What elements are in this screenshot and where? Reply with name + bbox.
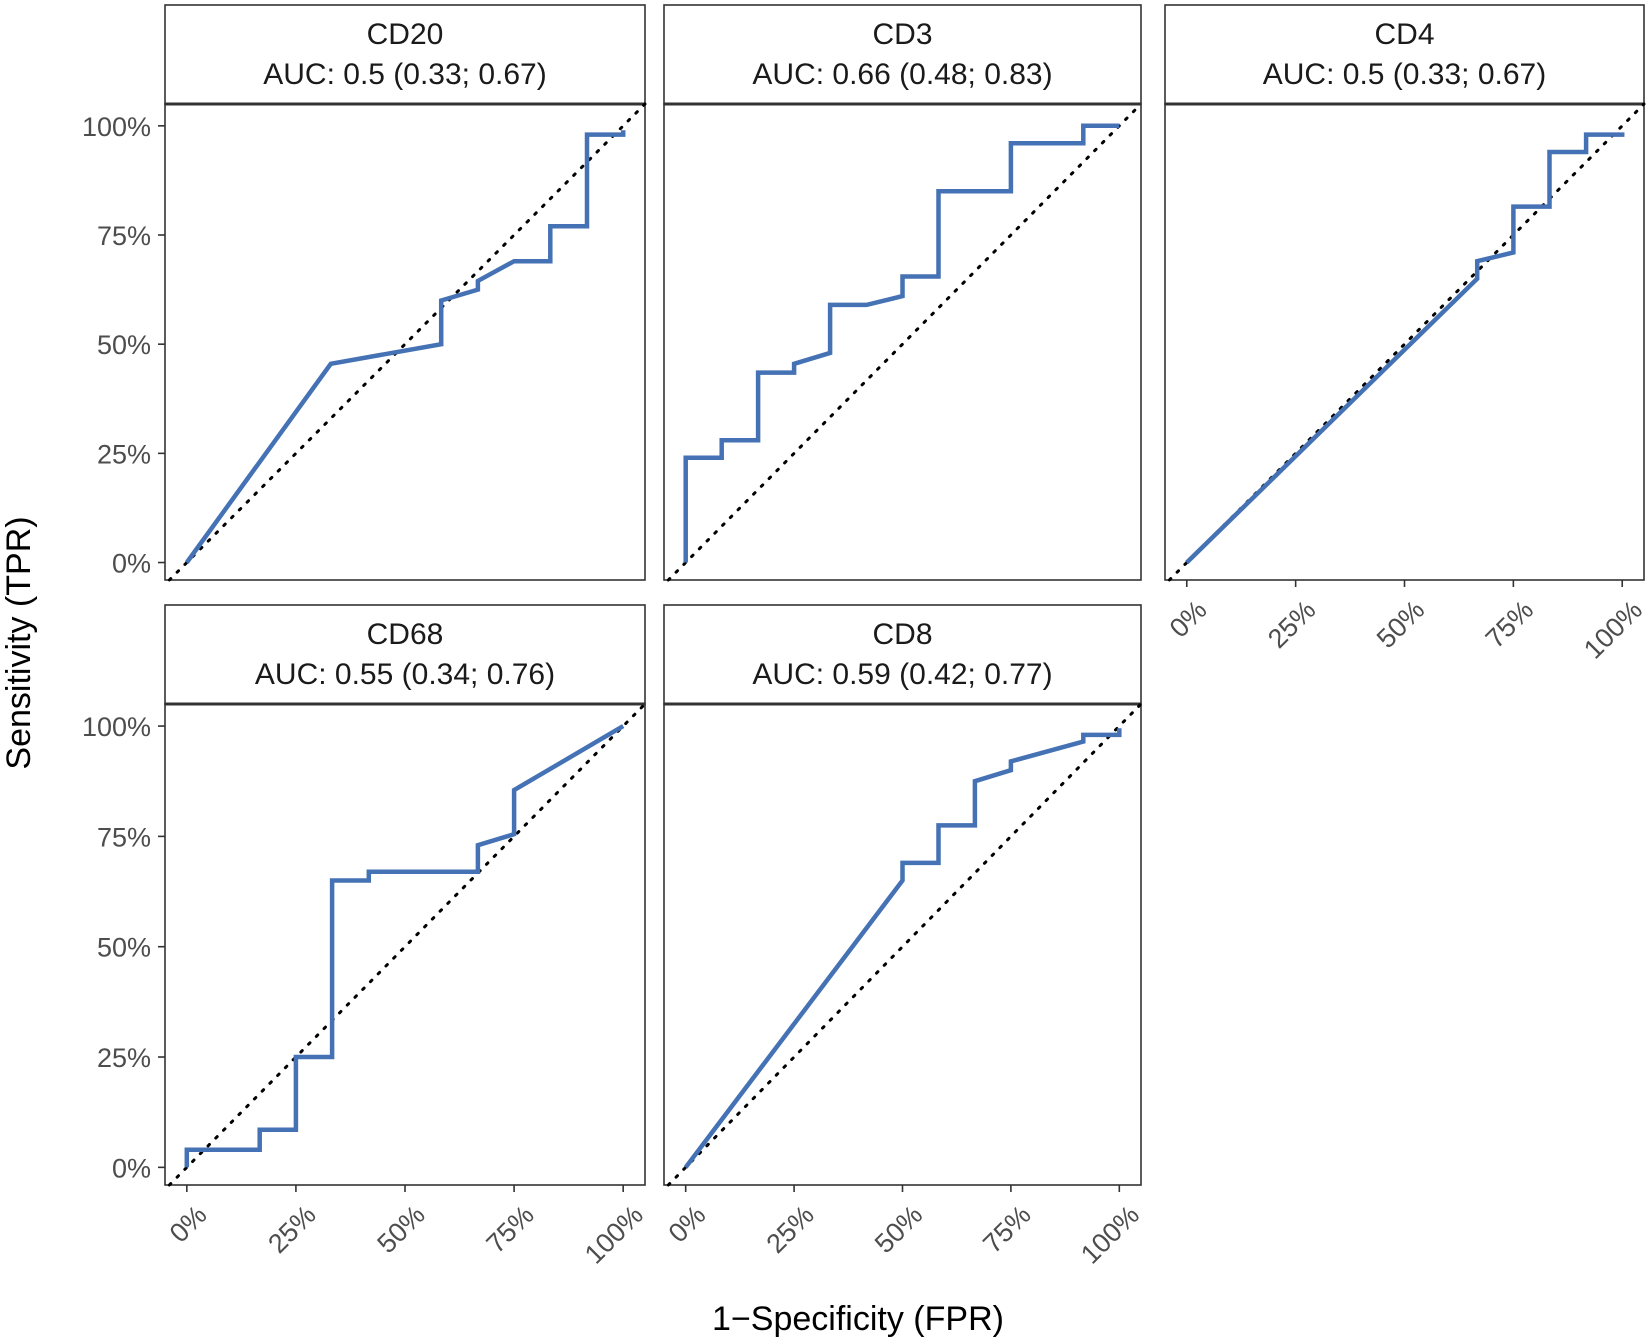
chance-diagonal-line [666, 702, 1143, 1187]
strip-auc-label: AUC: 0.5 (0.33; 0.67) [1263, 58, 1546, 91]
x-tick-label: 0% [164, 1200, 213, 1249]
roc-curve [1185, 132, 1625, 565]
panel-cd3: CD3 AUC: 0.66 (0.48; 0.83) [663, 4, 1143, 582]
y-tick-label: 0% [112, 1153, 151, 1183]
y-tick-label: 100% [82, 112, 151, 142]
y-tick-label: 0% [112, 549, 151, 579]
panel-cd8: CD8 AUC: 0.59 (0.42; 0.77) 0% 25% 50% 75% 100% [663, 604, 1145, 1270]
strip-title: CD8 [872, 618, 932, 651]
x-axis-title: 1−Specificity (FPR) [712, 1300, 1004, 1338]
panels-group: CD20 AUC: 0.5 (0.33; 0.67) 0% 25% 50% 75% 100%… [82, 4, 1648, 1270]
panel-cd68: CD68 AUC: 0.55 (0.34; 0.76) 0% 25% 50% 75% 100… [82, 604, 649, 1270]
chance-diagonal-line [167, 702, 647, 1187]
x-tick-label: 50% [1371, 595, 1430, 654]
strip-title: CD3 [872, 18, 932, 51]
x-tick-label: 75% [1480, 595, 1539, 654]
x-tick-label: 75% [977, 1200, 1036, 1259]
y-tick-label: 25% [97, 439, 151, 469]
y-tick-label: 50% [97, 330, 151, 360]
roc-curve [184, 724, 625, 1168]
x-tick-label: 100% [1578, 595, 1648, 665]
strip-box [1164, 4, 1645, 105]
x-tick-label: 100% [579, 1200, 649, 1270]
panel-cd20: CD20 AUC: 0.5 (0.33; 0.67) 0% 25% 50% 75% 100% [82, 4, 647, 582]
x-tick-label: 75% [480, 1200, 539, 1259]
x-tick-label: 100% [1075, 1200, 1145, 1270]
y-tick-label: 25% [97, 1043, 151, 1073]
x-tick-label: 25% [1262, 595, 1321, 654]
roc-curve [683, 123, 1120, 563]
strip-box [164, 604, 646, 705]
strip-title: CD20 [367, 18, 444, 51]
panel-cd4: CD4 AUC: 0.5 (0.33; 0.67) 0% 25% 50% 75% 100% [1164, 4, 1648, 665]
strip-auc-label: AUC: 0.5 (0.33; 0.67) [263, 58, 546, 91]
x-tick-label: 25% [760, 1200, 819, 1259]
strip-box [663, 4, 1142, 105]
x-tick-label: 0% [1164, 595, 1213, 644]
x-tick-label: 50% [371, 1200, 430, 1259]
chance-diagonal-line [167, 102, 647, 582]
panel-frame [663, 103, 1142, 581]
strip-box [663, 604, 1142, 705]
strip-title: CD68 [367, 618, 444, 651]
x-tick-label: 25% [262, 1200, 321, 1259]
roc-curve [184, 130, 626, 564]
chance-diagonal-line [666, 102, 1143, 582]
x-tick-label: 0% [663, 1200, 712, 1249]
strip-auc-label: AUC: 0.59 (0.42; 0.77) [752, 658, 1052, 691]
strip-auc-label: AUC: 0.55 (0.34; 0.76) [255, 658, 555, 691]
y-tick-label: 75% [97, 221, 151, 251]
y-tick-label: 100% [82, 712, 151, 742]
y-tick-label: 75% [97, 822, 151, 852]
y-tick-label: 50% [97, 933, 151, 963]
strip-box [164, 4, 646, 105]
y-axis-title: Sensitivity (TPR) [0, 516, 38, 769]
roc-curve [683, 728, 1122, 1169]
strip-title: CD4 [1374, 18, 1434, 51]
x-tick-label: 50% [869, 1200, 928, 1259]
strip-auc-label: AUC: 0.66 (0.48; 0.83) [752, 58, 1052, 91]
